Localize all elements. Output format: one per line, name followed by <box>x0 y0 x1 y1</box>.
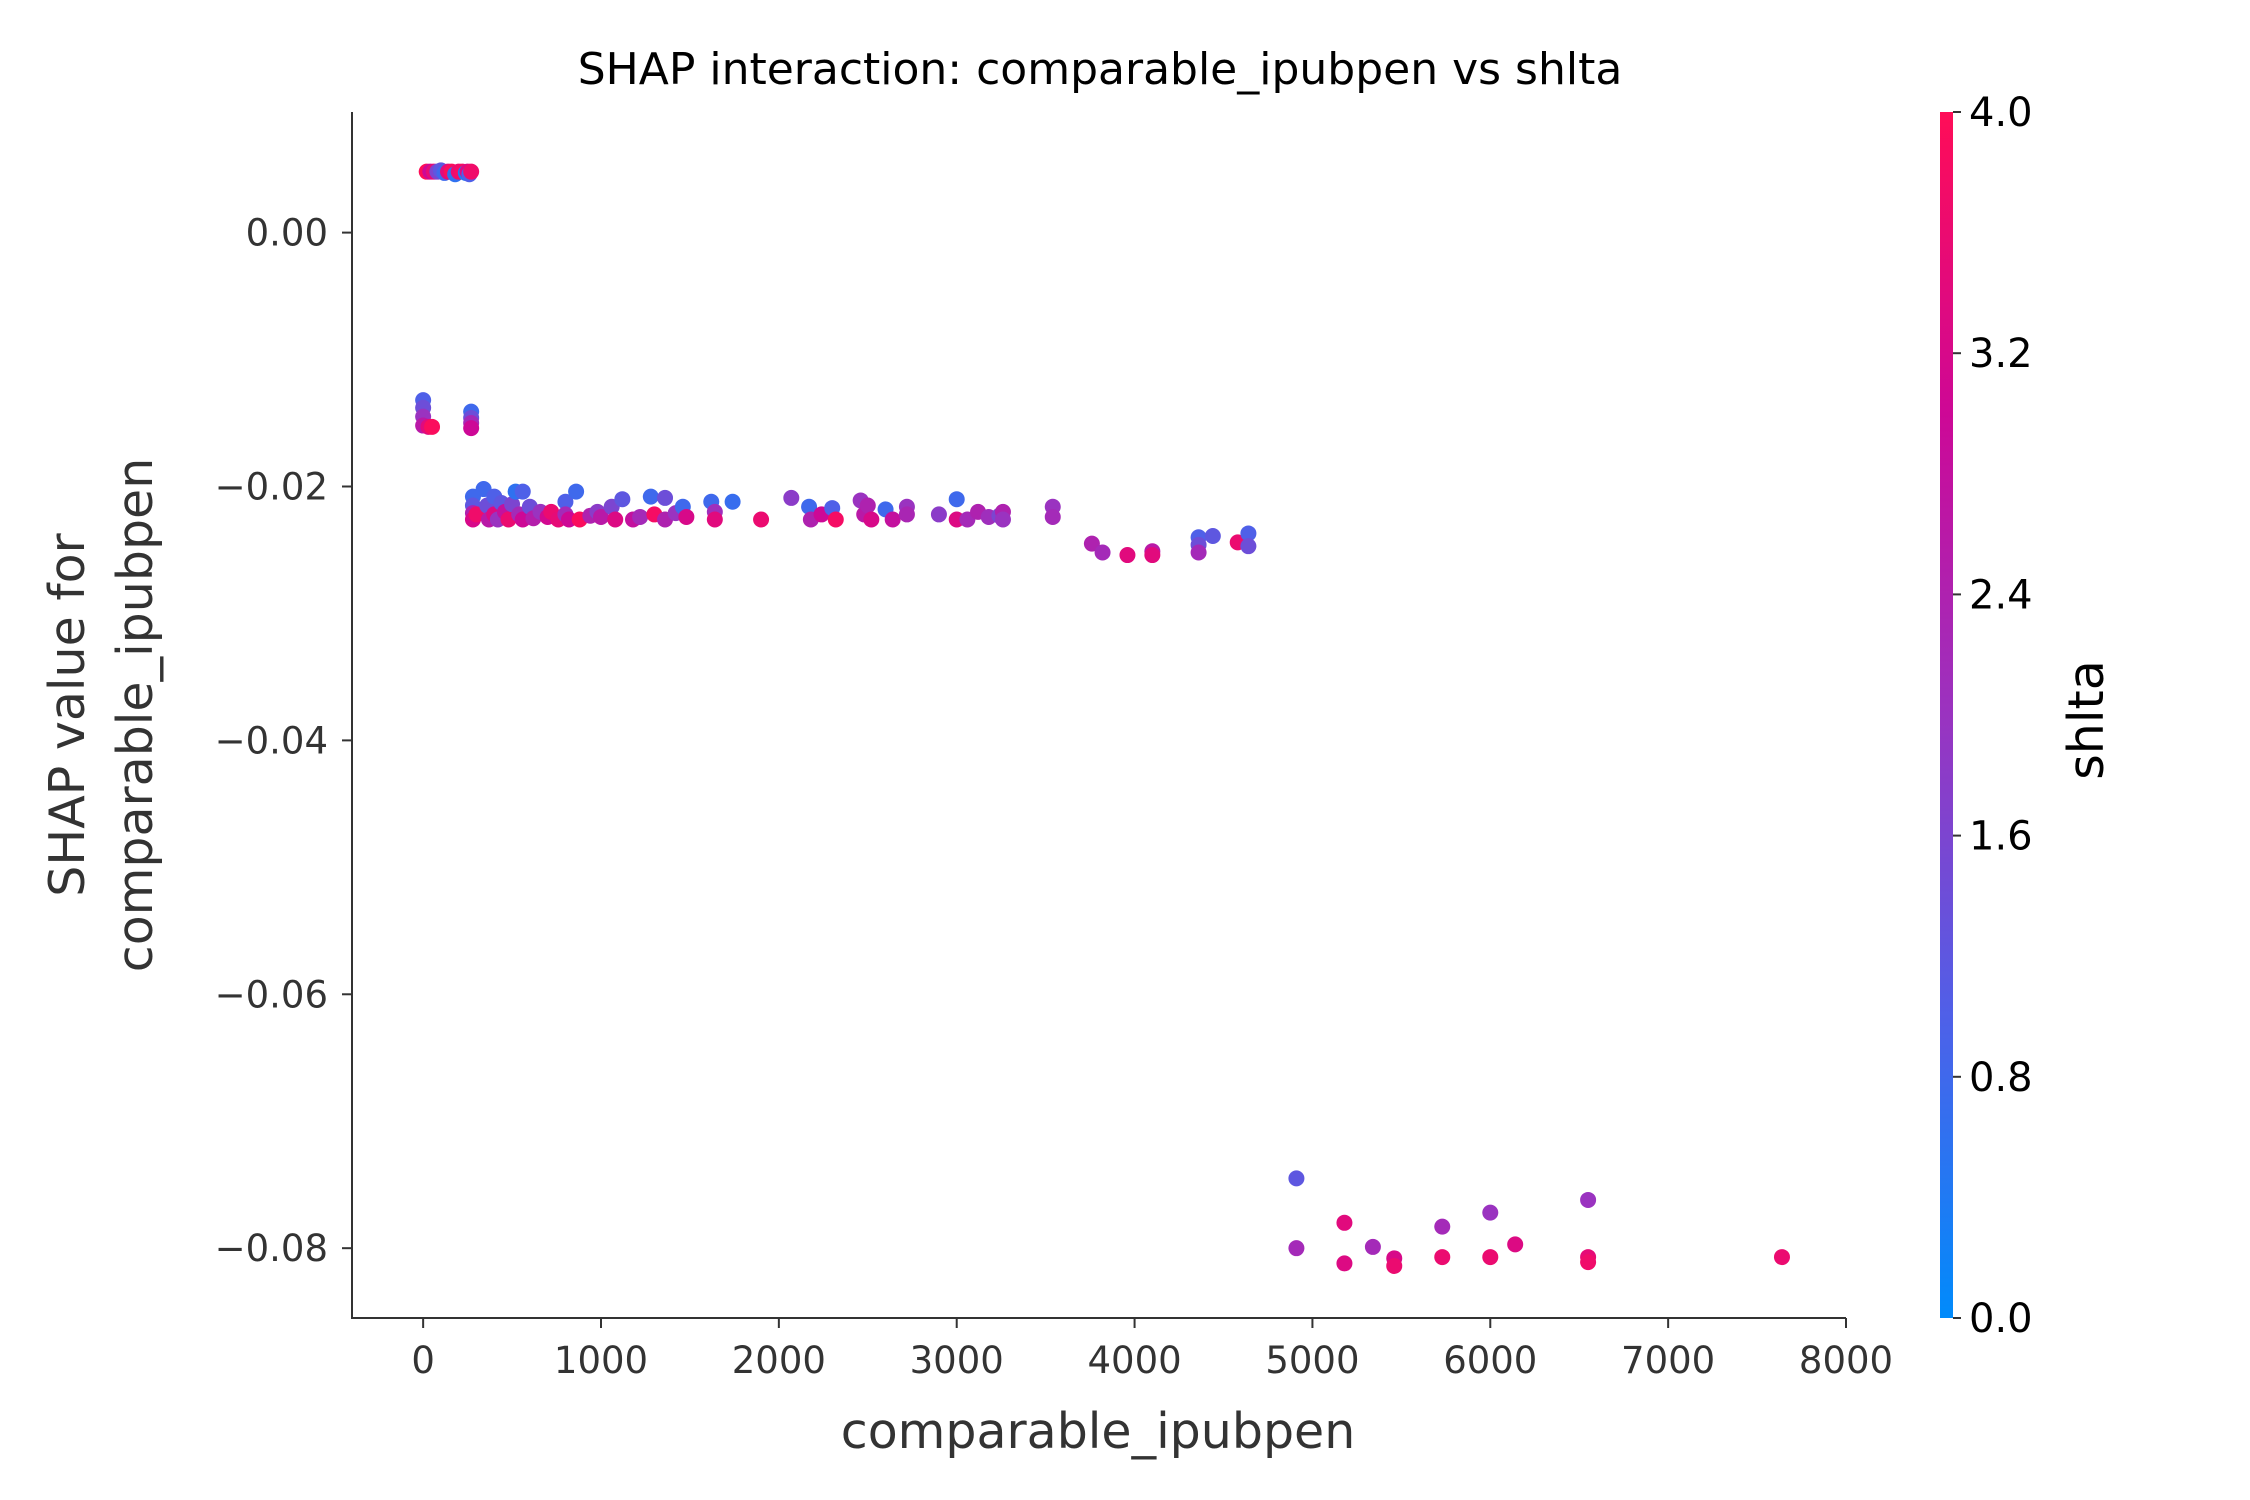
scatter-point <box>859 497 876 514</box>
scatter-point <box>514 483 531 500</box>
y-tick-label: −0.06 <box>215 973 328 1016</box>
colorbar-tick-label: 0.8 <box>1969 1055 2033 1101</box>
scatter-point <box>801 498 818 515</box>
scatter-point <box>884 511 901 528</box>
scatter-point <box>1288 1170 1305 1187</box>
scatter-point <box>898 506 915 523</box>
scatter-point <box>1240 538 1257 555</box>
scatter-point <box>863 511 880 528</box>
scatter-point <box>1094 544 1111 561</box>
colorbar-label: shlta <box>2058 660 2115 779</box>
x-axis-ticks: 0 1000 2000 3000 4000 5000 6000 7000 8000 <box>411 1318 1893 1382</box>
scatter-point <box>678 508 695 525</box>
colorbar-tick-label: 4.0 <box>1969 90 2033 136</box>
x-tick-label: 2000 <box>732 1339 826 1382</box>
scatter-point <box>1119 547 1136 564</box>
x-tick-label: 4000 <box>1087 1339 1181 1382</box>
scatter-point <box>1580 1191 1597 1208</box>
scatter-point <box>1083 535 1100 552</box>
scatter-point <box>1144 547 1161 564</box>
x-tick-label: 1000 <box>554 1339 648 1382</box>
scatter-point <box>994 511 1011 528</box>
y-axis-label-line1: SHAP value for <box>39 532 96 896</box>
scatter-point <box>930 506 947 523</box>
scatter-point <box>593 508 609 525</box>
scatter-point <box>827 511 844 528</box>
scatter-point <box>642 488 659 505</box>
scatter-point <box>753 511 770 528</box>
colorbar-tick-label: 1.6 <box>1969 814 2033 860</box>
scatter-point <box>724 493 741 510</box>
scatter-point <box>1364 1238 1381 1255</box>
scatter-point <box>783 489 800 506</box>
scatter-point <box>657 489 674 506</box>
y-tick-label: −0.08 <box>215 1227 328 1270</box>
scatter-point <box>463 420 480 437</box>
chart-title: SHAP interaction: comparable_ipubpen vs … <box>578 44 1623 95</box>
scatter-point <box>557 493 574 510</box>
x-axis-label: comparable_ipubpen <box>841 1403 1356 1460</box>
scatter-point <box>632 508 649 525</box>
scatter-point <box>1240 525 1257 542</box>
x-tick-label: 5000 <box>1265 1339 1359 1382</box>
scatter-point <box>568 483 585 500</box>
scatter-point <box>424 418 441 435</box>
colorbar-gradient <box>1940 112 1953 1318</box>
scatter-point <box>1773 1249 1790 1266</box>
scatter-point <box>1507 1236 1524 1253</box>
scatter-point <box>1288 1240 1305 1257</box>
scatter-point <box>463 163 480 180</box>
colorbar-tick-label: 2.4 <box>1969 572 2033 618</box>
scatter-point <box>1580 1254 1597 1271</box>
y-axis-ticks: 0.00 −0.02 −0.04 −0.06 −0.08 <box>215 212 352 1270</box>
x-tick-label: 7000 <box>1621 1339 1715 1382</box>
scatter-point <box>614 491 631 508</box>
y-tick-label: −0.02 <box>215 465 328 508</box>
scatter-point <box>1190 544 1207 561</box>
scatter-point <box>607 511 624 528</box>
scatter-point <box>948 491 965 508</box>
scatter-point <box>1434 1218 1451 1235</box>
scatter-points <box>415 162 1790 1274</box>
x-tick-label: 0 <box>411 1339 435 1382</box>
colorbar: 0.0 0.8 1.6 2.4 3.2 4.0 shlta <box>1940 90 2115 1342</box>
scatter-point <box>1336 1255 1353 1272</box>
y-axis-label-line2: comparable_ipubpen <box>107 458 164 973</box>
scatter-point <box>1044 508 1061 525</box>
x-tick-label: 8000 <box>1799 1339 1893 1382</box>
scatter-point <box>706 511 723 528</box>
scatter-point <box>1482 1204 1499 1221</box>
x-tick-label: 3000 <box>910 1339 1004 1382</box>
y-tick-label: 0.00 <box>246 212 328 255</box>
scatter-point <box>1204 528 1221 545</box>
scatter-point <box>1336 1214 1353 1231</box>
colorbar-tick-label: 3.2 <box>1969 331 2033 377</box>
plot-area: 0 1000 2000 3000 4000 5000 6000 7000 8000 0.00 −0… <box>215 112 1893 1382</box>
scatter-point <box>1434 1249 1451 1266</box>
scatter-point <box>468 506 485 523</box>
colorbar-ticks: 0.0 0.8 1.6 2.4 3.2 4.0 <box>1953 90 2033 1342</box>
scatter-point <box>1482 1249 1499 1266</box>
x-tick-label: 6000 <box>1443 1339 1537 1382</box>
scatter-point <box>1386 1257 1403 1274</box>
y-tick-label: −0.04 <box>215 719 328 762</box>
colorbar-tick-label: 0.0 <box>1969 1296 2033 1342</box>
